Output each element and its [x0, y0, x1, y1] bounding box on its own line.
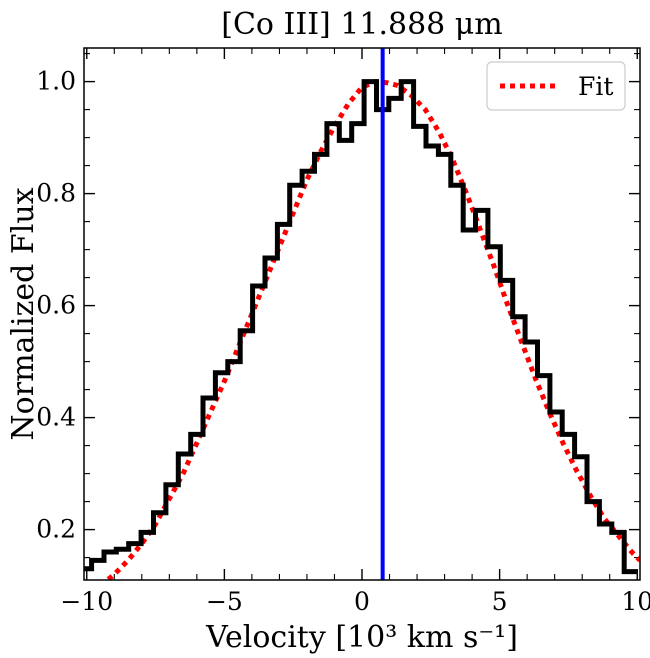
- plot-area: [84, 48, 640, 580]
- chart-title: [Co III] 11.888 μm: [221, 7, 503, 42]
- spectrum-step-line: [84, 79, 637, 575]
- x-tick-label: 0: [354, 587, 370, 616]
- x-axis-label: Velocity [10³ km s⁻¹]: [205, 620, 518, 655]
- legend: Fit: [486, 61, 626, 111]
- y-tick-label: 0.8: [36, 179, 76, 208]
- y-tick-label: 0.2: [36, 515, 76, 544]
- legend-fit-label: Fit: [578, 72, 613, 101]
- x-tick-label: 10: [621, 587, 650, 616]
- axis-ticks: −10 −5 0 5 10 0.2 0.4 0.6 0.8 1.0: [36, 48, 650, 616]
- y-axis-label: Normalized Flux: [6, 187, 41, 440]
- x-tick-label: −10: [60, 587, 113, 616]
- y-tick-label: 0.4: [36, 403, 76, 432]
- x-tick-label: −5: [206, 587, 243, 616]
- y-tick-label: 1.0: [36, 67, 76, 96]
- legend-box: [486, 61, 626, 111]
- plot-frame: [83, 47, 641, 581]
- fit-line: [103, 79, 640, 580]
- y-tick-label: 0.6: [36, 291, 76, 320]
- x-tick-label: 5: [492, 587, 508, 616]
